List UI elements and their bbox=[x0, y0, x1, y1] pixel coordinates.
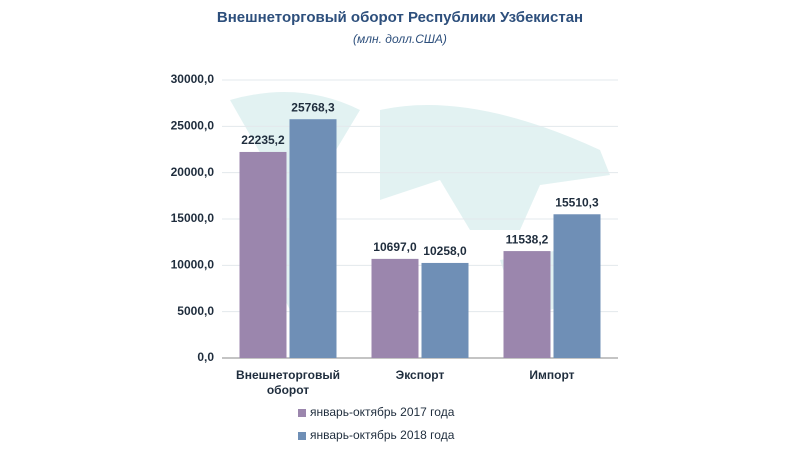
chart-subtitle: (млн. долл.США) bbox=[353, 32, 447, 46]
bar bbox=[553, 214, 601, 358]
map-background bbox=[230, 92, 610, 330]
value-label: 10258,0 bbox=[423, 244, 467, 258]
bar bbox=[239, 151, 287, 358]
legend-label: январь-октябрь 2018 года bbox=[310, 428, 455, 442]
x-tick-label: Импорт bbox=[529, 368, 575, 382]
y-tick-label: 5000,0 bbox=[177, 304, 214, 318]
bar bbox=[503, 251, 551, 358]
value-label: 15510,3 bbox=[555, 195, 599, 209]
y-tick-label: 25000,0 bbox=[171, 119, 215, 133]
value-label: 25768,3 bbox=[291, 100, 335, 114]
y-tick-label: 30000,0 bbox=[171, 72, 215, 86]
legend-swatch bbox=[298, 409, 306, 417]
x-tick-label: Внешнеторговый оборот bbox=[236, 368, 340, 397]
bar bbox=[421, 262, 469, 358]
legend-swatch bbox=[298, 432, 306, 440]
chart-title: Внешнеторговый оборот Республики Узбекис… bbox=[217, 9, 583, 26]
value-label: 11538,2 bbox=[506, 232, 549, 246]
y-tick-label: 15000,0 bbox=[171, 211, 215, 225]
bar bbox=[289, 119, 337, 359]
bar bbox=[371, 258, 419, 358]
legend-label: январь-октябрь 2017 года bbox=[310, 405, 455, 419]
value-label: 10697,0 bbox=[373, 240, 417, 254]
y-tick-label: 20000,0 bbox=[171, 165, 215, 179]
y-tick-label: 0,0 bbox=[197, 350, 214, 364]
y-tick-label: 10000,0 bbox=[171, 258, 215, 272]
x-tick-label: Экспорт bbox=[395, 368, 445, 382]
value-label: 22235,2 bbox=[241, 133, 285, 147]
